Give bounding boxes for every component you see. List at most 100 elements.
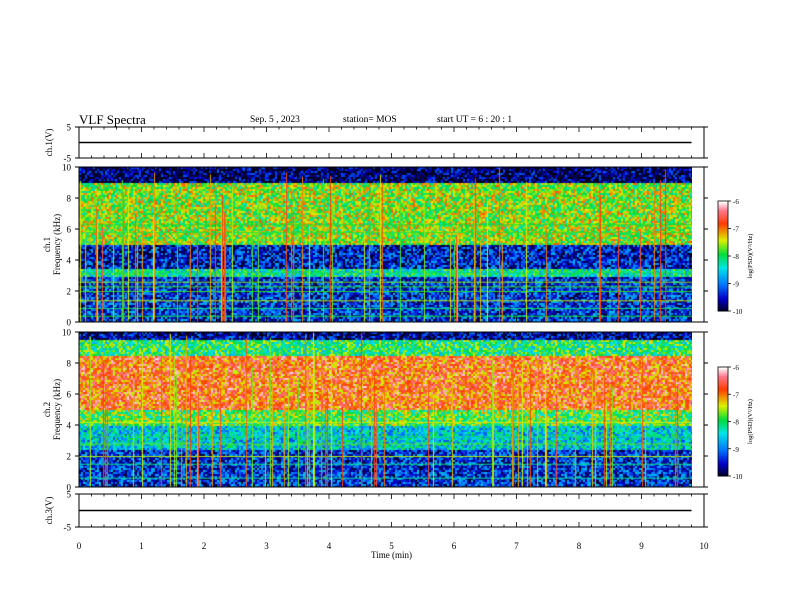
colorbar-segment [718,368,728,372]
colorbar-segment [718,396,728,399]
spectrogram-ch2 [79,332,692,487]
colorbar-tick-label: -10 [733,308,743,316]
colorbar-segment [718,459,728,462]
colorbar-segment [718,250,728,253]
y-axis-label-line: ch.2 [42,402,52,417]
colorbar-segment [718,425,728,428]
y-tick-label: 0 [67,483,72,493]
colorbar-segment [718,381,728,384]
colorbar-segment [718,367,728,370]
colorbar-segment [718,408,728,412]
colorbar-segment [718,474,728,477]
panel-4: 5 -5 ch.3(V) [44,490,708,533]
y-tick-label: 4 [67,256,72,266]
colorbar-tick-label: -7 [733,226,739,234]
colorbar-segment [718,428,728,432]
y-tick-label: -5 [64,523,72,533]
colorbar-ch2: -6 -7 -8 -9 -10 log(PSD)(V²/Hz) [717,364,754,481]
y-axis-label: ch.1(V) [44,129,54,157]
colorbar-segment [718,416,728,419]
colorbar-tick-label: -9 [733,446,739,454]
colorbar-segment [718,210,728,213]
colorbar-label: log(PSD)(V²/Hz) [747,234,754,279]
x-tick-label: 7 [514,541,519,551]
y-tick-label: 6 [67,390,72,400]
colorbar-segment [718,385,728,388]
y-tick-label: 10 [62,163,72,173]
colorbar-segment [718,423,728,426]
y-axis-label: ch.2Frequency (kHz) [42,379,62,440]
x-tick-label: 3 [264,541,269,551]
colorbar-segment [718,237,728,240]
colorbar-segment [718,230,728,233]
colorbar-segment [718,421,728,424]
colorbar-segment [718,370,728,373]
colorbar-segment [718,283,728,286]
colorbar-segment [718,463,728,466]
colorbar-segment [718,298,728,301]
colorbar-segment [718,217,728,220]
colorbar-tick-label: -9 [733,281,739,289]
colorbar-segment [718,457,728,461]
colorbar-segment [718,202,728,206]
colorbar-segment [718,456,728,459]
colorbar-segment [718,303,728,306]
x-tick-label: 6 [452,541,457,551]
colorbar-segment [718,452,728,455]
colorbar-segment [718,248,728,251]
colorbar-segment [718,394,728,397]
colorbar-segment [718,254,728,257]
colorbar-segment [718,392,728,395]
colorbar-segment [718,208,728,211]
x-tick-label: 2 [202,541,207,551]
colorbar-segment [718,206,728,209]
colorbar-segment [718,296,728,299]
colorbar-segment [718,383,728,386]
y-axis-label-line: ch.1 [42,237,52,252]
y-tick-label: -5 [64,154,72,164]
chart-title: VLF Spectra [79,112,146,127]
colorbar-segment [718,272,728,275]
date-label: Sep. 5 , 2023 [250,115,300,125]
colorbar-segment [718,417,728,421]
y-axis-label: ch.1Frequency (kHz) [42,214,62,275]
colorbar-segment [718,256,728,259]
colorbar-segment [718,434,728,437]
colorbar-tick-label: -6 [733,364,739,372]
colorbar-segment [718,232,728,235]
y-tick-label: 0 [67,318,72,328]
start-time-label: start UT = 6 : 20 : 1 [437,115,513,125]
colorbar-segment [718,212,728,215]
colorbar-segment [718,377,728,381]
colorbar-segment [718,379,728,383]
colorbar-segment [718,386,728,390]
colorbar-label: log(PSD)(V²/Hz) [747,399,754,444]
colorbar-tick-label: -7 [733,391,739,399]
colorbar-segment [718,243,728,246]
colorbar-segment [718,287,728,290]
colorbar-segment [718,292,728,295]
colorbar-segment [718,410,728,413]
colorbar-segment [718,234,728,237]
colorbar-segment [718,412,728,415]
colorbar-segment [718,470,728,473]
colorbar-segment [718,259,728,262]
colorbar-segment [718,307,728,310]
x-tick-label: 8 [577,541,582,551]
colorbar-segment [718,432,728,435]
colorbar-segment [718,439,728,442]
colorbar-segment [718,472,728,475]
colorbar-segment [718,465,728,468]
colorbar-segment [718,246,728,250]
colorbar-segment [718,309,728,312]
y-tick-label: 2 [67,452,72,462]
colorbar-segment [718,294,728,297]
colorbar-segment [718,267,728,270]
spectrogram-ch1 [79,167,692,322]
colorbar-segment [718,213,728,217]
colorbar-segment [718,279,728,283]
panel-3: 0 2 4 6 8 10 ch.2Frequency (kHz) [42,328,708,493]
colorbar-segment [718,448,728,452]
colorbar-segment [718,466,728,470]
colorbar-segment [718,305,728,308]
